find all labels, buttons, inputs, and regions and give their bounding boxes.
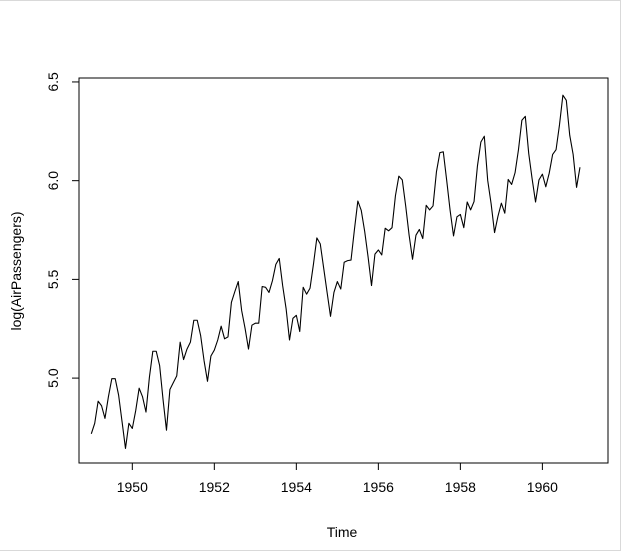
y-tick-label: 6.5 [45, 72, 61, 92]
y-tick-label: 5.5 [45, 269, 61, 289]
plot-data [90, 94, 581, 449]
axes: 1950 1952 1954 1956 1958 1960 5.0 5.5 6.0 6.5 [45, 72, 609, 495]
series-line [90, 94, 581, 449]
y-tick-label: 5.0 [45, 368, 61, 388]
x-tick-label: 1954 [281, 479, 312, 495]
x-tick-label: 1956 [363, 479, 394, 495]
y-axis-label: log(AirPassengers) [8, 211, 24, 330]
x-tick-label: 1950 [117, 479, 148, 495]
y-tick-label: 6.0 [45, 171, 61, 191]
x-axis-label: Time [327, 524, 358, 540]
x-tick-label: 1960 [527, 479, 558, 495]
x-tick-label: 1958 [445, 479, 476, 495]
x-tick-label: 1952 [199, 479, 230, 495]
